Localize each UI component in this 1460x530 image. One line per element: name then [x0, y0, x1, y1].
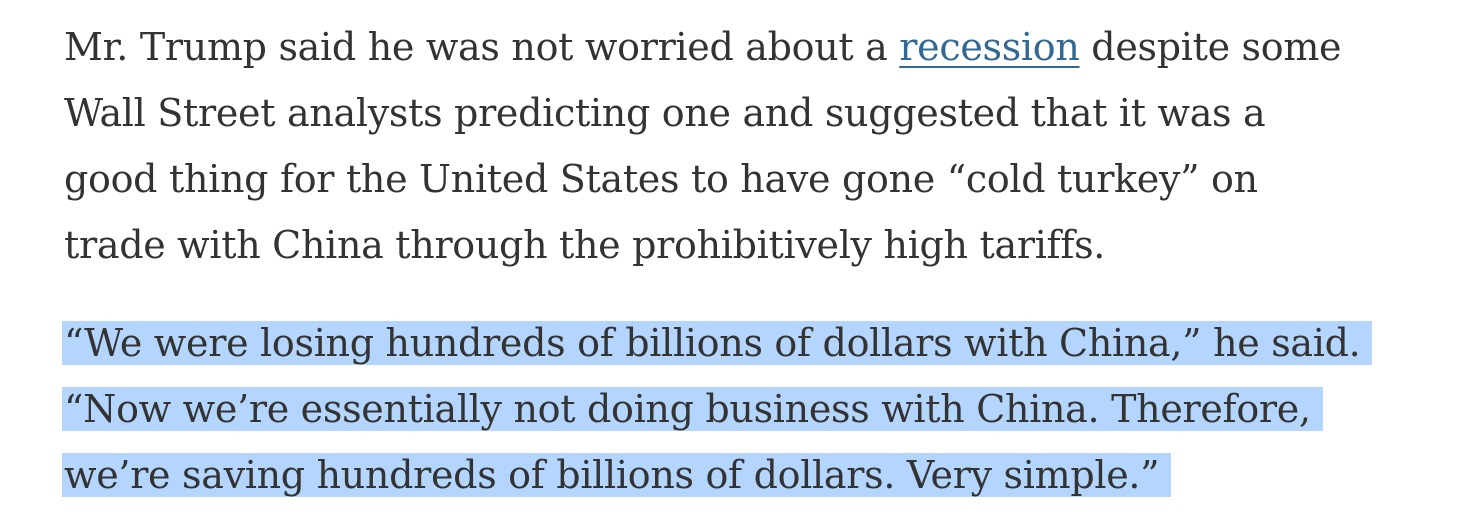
paragraph-1-line-1: Mr. Trump said he was not worried about … — [64, 14, 1404, 80]
paragraph-2-line-3[interactable]: we’re saving hundreds of billions of dol… — [62, 442, 1404, 508]
selection-highlight[interactable]: “We were losing hundreds of billions of … — [62, 321, 1373, 365]
text-segment: Mr. Trump said he was not worried about … — [64, 25, 900, 69]
paragraph-2-selected-quote[interactable]: “We were losing hundreds of billions of … — [62, 310, 1404, 508]
paragraph-2-line-1[interactable]: “We were losing hundreds of billions of … — [62, 310, 1404, 376]
paragraph-2-line-2[interactable]: “Now we’re essentially not doing busines… — [62, 376, 1404, 442]
paragraph-1-line-4: trade with China through the prohibitive… — [64, 223, 1106, 267]
selection-highlight[interactable]: we’re saving hundreds of billions of dol… — [62, 453, 1172, 497]
text-segment: despite some — [1079, 25, 1342, 69]
article-body: Mr. Trump said he was not worried about … — [62, 14, 1404, 508]
paragraph-1-line-2: Wall Street analysts predicting one and … — [64, 91, 1266, 135]
paragraph-1: Mr. Trump said he was not worried about … — [64, 14, 1404, 278]
paragraph-1-line-3: good thing for the United States to have… — [64, 157, 1258, 201]
selection-highlight[interactable]: “Now we’re essentially not doing busines… — [62, 387, 1323, 431]
paragraph-spacer — [64, 278, 1404, 310]
recession-link[interactable]: recession — [899, 25, 1080, 69]
